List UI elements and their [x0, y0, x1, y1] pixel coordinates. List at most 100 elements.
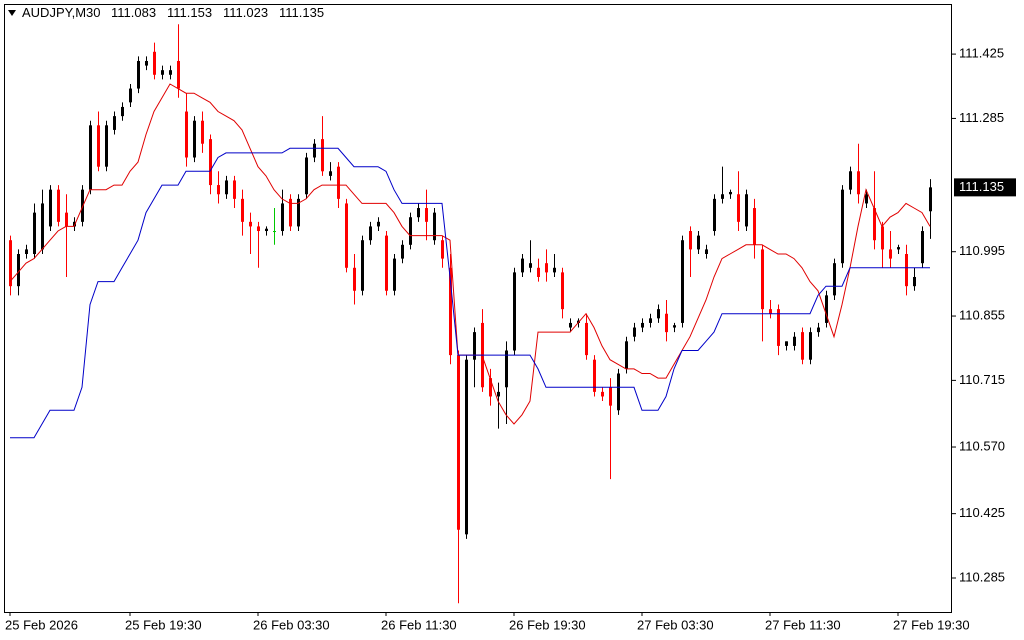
candle-body [313, 143, 316, 158]
candle-body [913, 276, 916, 287]
candle-body [801, 332, 804, 360]
candle-body [393, 258, 396, 291]
x-tick-label: 26 Feb 03:30 [253, 617, 330, 632]
x-tick-label: 27 Feb 19:30 [893, 617, 970, 632]
candle-body [337, 166, 340, 199]
x-tick-label: 25 Feb 2026 [5, 617, 78, 632]
candle-body [161, 70, 164, 75]
header-high: 111.153 [167, 5, 212, 20]
price-tag [954, 178, 1016, 197]
candle-body [721, 194, 724, 199]
candle-body [497, 391, 500, 397]
candle-body [65, 212, 68, 227]
candle-body [569, 322, 572, 328]
candle-body [657, 309, 660, 319]
candle-body [473, 332, 476, 360]
candle-body [713, 198, 716, 232]
candle-body [169, 70, 172, 75]
candle-body [353, 267, 356, 291]
candle-body [649, 318, 652, 323]
x-tick-label: 26 Feb 19:30 [509, 617, 586, 632]
header-arrow[interactable] [8, 10, 16, 16]
candle-body [425, 208, 428, 222]
candle-body [673, 325, 676, 328]
candle-body [369, 226, 372, 241]
current-price: 111.135 [959, 179, 1004, 194]
candle-body [265, 228, 268, 232]
x-tick-label: 25 Feb 19:30 [125, 617, 202, 632]
candle-body [57, 189, 60, 222]
header-open: 111.083 [111, 5, 156, 20]
candle-body [217, 185, 220, 195]
candle-body [97, 125, 100, 167]
candle-body [233, 180, 236, 199]
candle-body [193, 120, 196, 158]
x-tick-label: 27 Feb 11:30 [765, 617, 841, 632]
y-tick-label: 110.855 [959, 307, 1005, 322]
y-tick-label: 110.995 [959, 243, 1005, 258]
candle-body [273, 231, 276, 233]
header: AUDJPY,M30 111.083 111.153 111.023 111.1… [22, 5, 324, 20]
candle-body [545, 263, 548, 273]
plot-frame [4, 4, 952, 613]
candle-body [17, 254, 20, 287]
candle-body [865, 194, 868, 204]
candle-body [513, 272, 516, 351]
candle-body [561, 272, 564, 310]
x-tick-label: 26 Feb 11:30 [381, 617, 457, 632]
candle-body [121, 106, 124, 117]
candle-body [873, 208, 876, 241]
candle-body [33, 212, 36, 255]
candle-body [225, 180, 228, 195]
candle-body [417, 208, 420, 218]
candle-body [209, 139, 212, 186]
y-tick-label: 111.285 [959, 110, 1004, 125]
candle-body [177, 60, 180, 89]
candle-body [329, 171, 332, 176]
candle-body [825, 295, 828, 323]
candle-body [849, 171, 852, 190]
candle-body [49, 189, 52, 227]
candle-body [641, 322, 644, 328]
candle-body [537, 267, 540, 277]
candle-body [321, 139, 324, 172]
candle-body [457, 355, 460, 530]
candle-body [841, 189, 844, 264]
candle-body [281, 203, 284, 232]
y-tick-label: 111.425 [959, 46, 1004, 61]
candle-body [449, 267, 452, 356]
candle-body [857, 171, 860, 195]
candle-body [665, 313, 668, 333]
candle-body [705, 249, 708, 255]
candle-body [593, 359, 596, 392]
candle-body [9, 240, 12, 287]
candle-body [385, 235, 388, 291]
candle-body [905, 254, 908, 287]
candle-body [761, 249, 764, 310]
candle-body [249, 221, 252, 227]
x-tick-label: 27 Feb 03:30 [637, 617, 714, 632]
candle-body [553, 267, 556, 273]
candle-body [793, 336, 796, 346]
candle-body [345, 203, 348, 268]
candle-body [921, 231, 924, 264]
candle-body [41, 203, 44, 250]
candle-body [153, 51, 156, 75]
y-tick-label: 110.570 [959, 438, 1005, 453]
candle-body [737, 194, 740, 222]
candle-body [505, 350, 508, 388]
candle-body [681, 240, 684, 323]
candle-body [105, 125, 108, 167]
candle-body [145, 60, 148, 66]
y-tick-label: 110.425 [959, 505, 1005, 520]
y-tick-label: 110.285 [959, 569, 1005, 584]
candle-body [625, 341, 628, 369]
candle-body [881, 226, 884, 250]
candle-body [585, 322, 588, 356]
candle-body [361, 240, 364, 291]
candle-body [529, 263, 532, 268]
candle-body [89, 125, 92, 190]
